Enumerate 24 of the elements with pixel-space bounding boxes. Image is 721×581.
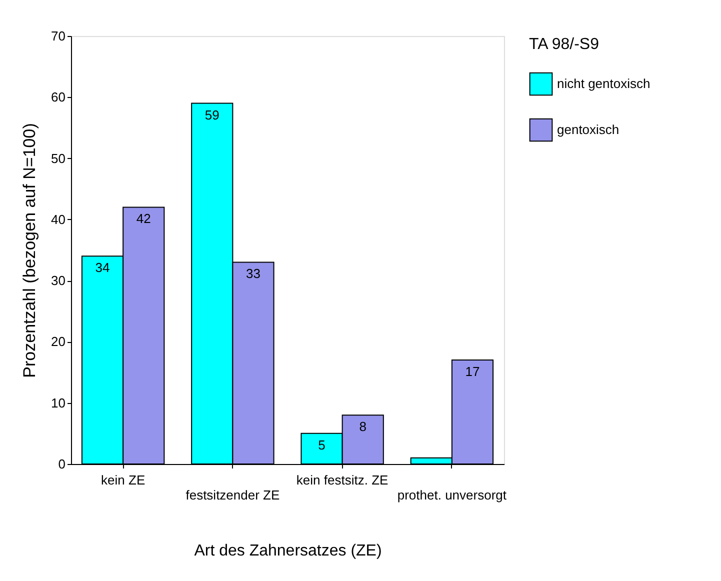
y-tick-label: 10 xyxy=(51,395,66,410)
y-tick-label: 30 xyxy=(51,273,66,288)
x-tick-label: kein festsitz. ZE xyxy=(296,472,389,488)
legend-label: nicht gentoxisch xyxy=(557,76,650,91)
y-tick-label: 20 xyxy=(51,334,66,350)
data-label: 42 xyxy=(136,211,151,226)
y-axis-title: Prozentzahl (bezogen auf N=100) xyxy=(20,123,40,378)
legend-title: TA 98/-S9 xyxy=(529,36,600,53)
data-label: 5 xyxy=(318,437,326,452)
data-label: 59 xyxy=(204,107,220,122)
data-label: 33 xyxy=(246,266,260,282)
data-label: 34 xyxy=(95,260,110,276)
legend-label: gentoxisch xyxy=(557,122,620,137)
x-axis-title: Art des Zahnersatzes (ZE) xyxy=(194,542,382,560)
y-tick-label: 60 xyxy=(51,90,66,105)
y-tick-label: 0 xyxy=(58,456,66,472)
data-label: 17 xyxy=(465,364,480,380)
x-tick-label: kein ZE xyxy=(101,472,146,488)
y-tick-label: 50 xyxy=(51,150,66,166)
x-tick-label: prothet. unversorgt xyxy=(397,488,507,502)
y-tick-label: 70 xyxy=(51,28,66,44)
x-tick-label: festsitzender ZE xyxy=(186,488,280,502)
data-label: 8 xyxy=(359,419,366,434)
y-tick-label: 40 xyxy=(51,212,66,227)
